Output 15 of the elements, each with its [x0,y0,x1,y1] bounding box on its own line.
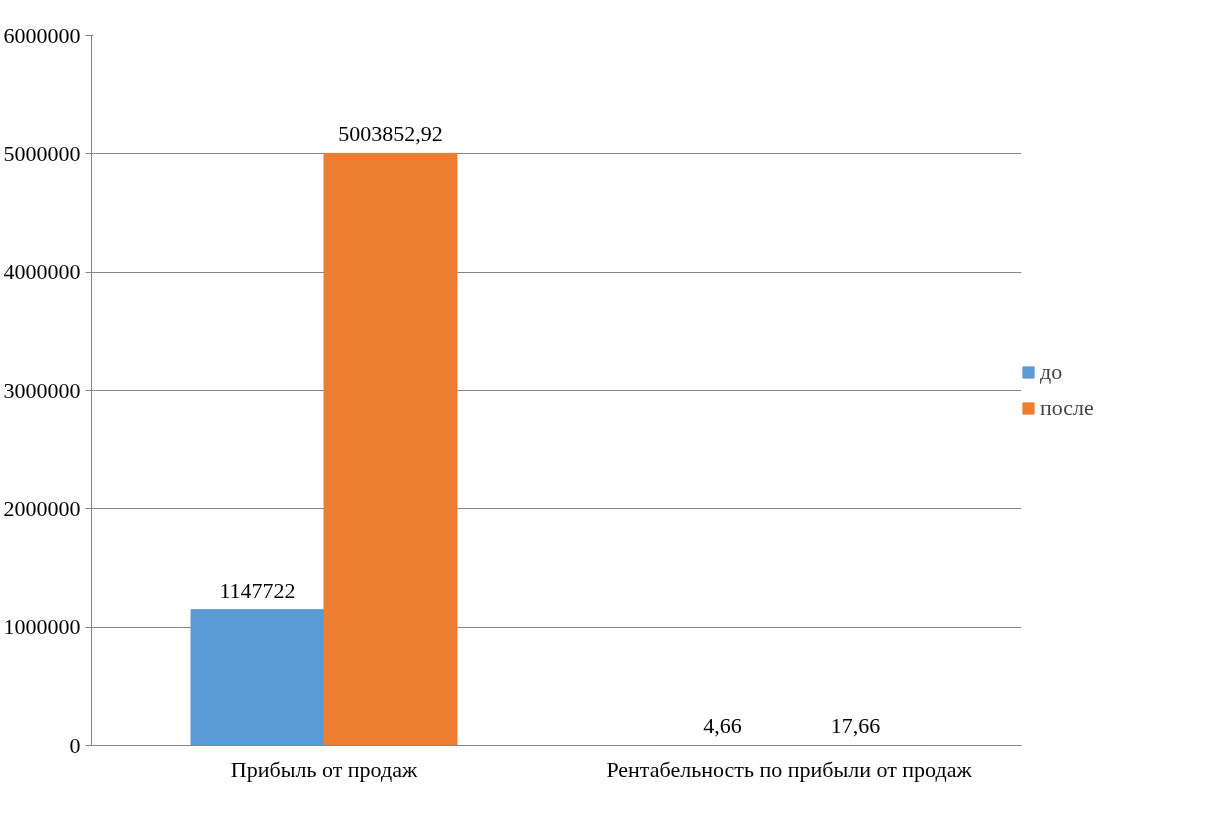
x-tick-label: Рентабельность по прибыли от продаж [606,756,973,782]
y-tick-label: 3000000 [3,377,81,403]
data-label: 5003852,92 [338,121,443,147]
data-label: 4,66 [703,713,742,739]
data-label: 17,66 [830,713,881,739]
y-tick-label: 2000000 [3,495,81,521]
data-label: 1147722 [219,577,296,603]
legend-label: до [1040,359,1063,385]
y-tick-label: 6000000 [3,22,81,48]
y-tick-label: 4000000 [3,259,81,285]
y-tick-label: 5000000 [3,140,81,166]
y-tick-label: 0 [69,732,81,758]
y-tick-label: 1000000 [3,614,81,640]
x-tick-label: Прибыль от продаж [230,756,418,782]
legend-label: после [1040,395,1094,421]
